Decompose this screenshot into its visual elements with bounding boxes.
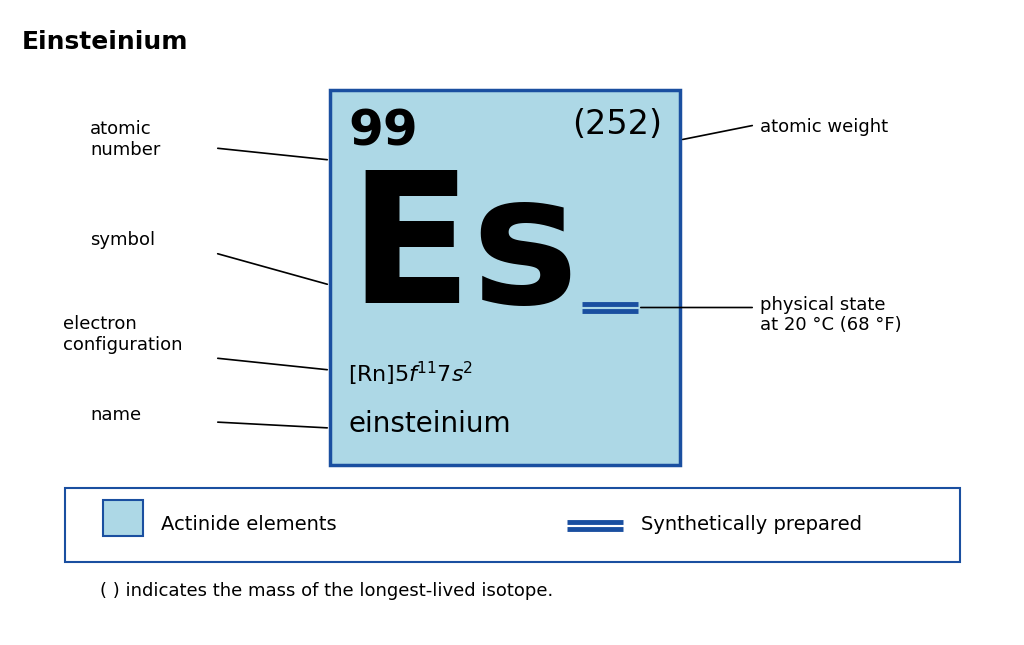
Bar	[103, 500, 143, 536]
Text: name: name	[90, 406, 141, 424]
Text: [Rn]5$f$$^{11}$7$s$$^{2}$: [Rn]5$f$$^{11}$7$s$$^{2}$	[348, 360, 473, 388]
Text: Einsteinium: Einsteinium	[22, 30, 188, 54]
Text: Synthetically prepared: Synthetically prepared	[641, 515, 862, 535]
Text: atomic weight: atomic weight	[760, 118, 888, 136]
Text: symbol: symbol	[90, 231, 155, 249]
Text: 99: 99	[348, 108, 418, 156]
Text: Es: Es	[348, 165, 579, 341]
Text: electron
configuration: electron configuration	[63, 315, 182, 354]
Text: atomic
number: atomic number	[90, 120, 161, 159]
Text: Actinide elements: Actinide elements	[161, 515, 337, 535]
Bar	[65, 488, 961, 562]
Text: physical state
at 20 °C (68 °F): physical state at 20 °C (68 °F)	[760, 295, 901, 334]
Text: einsteinium: einsteinium	[348, 410, 511, 438]
Bar	[330, 90, 680, 465]
Text: ( ) indicates the mass of the longest-lived isotope.: ( ) indicates the mass of the longest-li…	[100, 582, 553, 600]
Text: (252): (252)	[572, 108, 662, 141]
